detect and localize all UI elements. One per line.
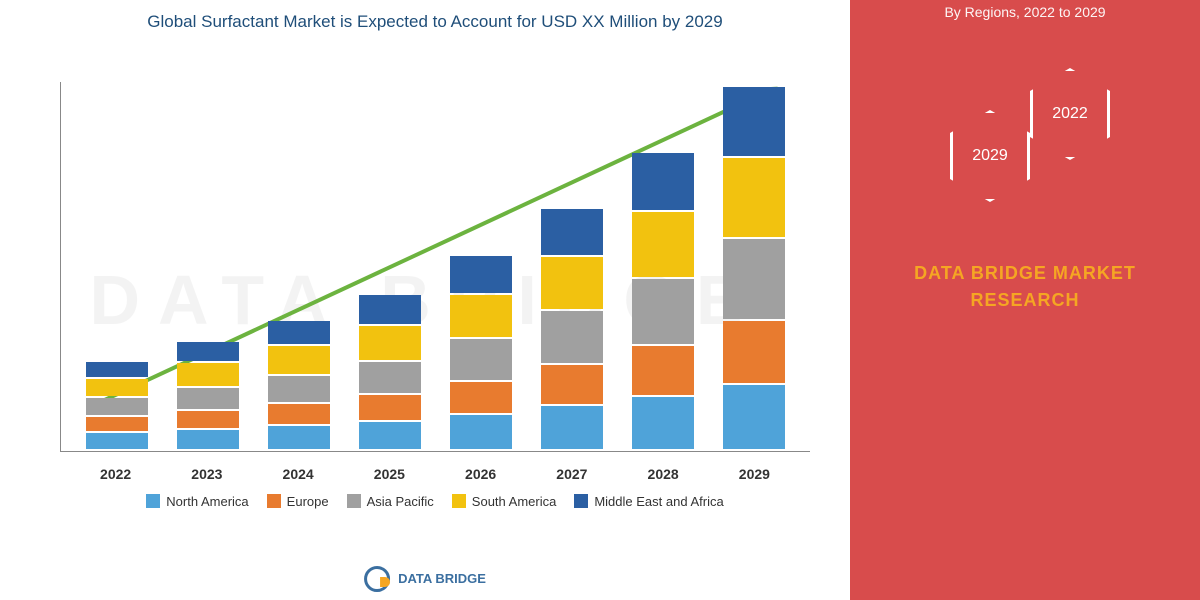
seg-asia-pacific <box>177 388 239 409</box>
xlabel-2028: 2028 <box>627 466 699 482</box>
xlabel-2024: 2024 <box>262 466 334 482</box>
legend-label: North America <box>166 494 248 509</box>
legend-europe: Europe <box>267 494 329 509</box>
seg-asia-pacific <box>359 362 421 393</box>
seg-asia-pacific <box>86 398 148 415</box>
seg-asia-pacific <box>632 279 694 344</box>
bar-2025 <box>354 295 426 451</box>
seg-europe <box>450 382 512 413</box>
bar-2029 <box>718 87 790 451</box>
hex-2022: 2022 <box>1030 68 1110 160</box>
seg-north-america <box>86 433 148 449</box>
seg-middle-east-and-africa <box>450 256 512 293</box>
bar-2027 <box>536 209 608 451</box>
seg-middle-east-and-africa <box>359 295 421 324</box>
seg-europe <box>359 395 421 420</box>
seg-middle-east-and-africa <box>723 87 785 157</box>
logo-text: DATA BRIDGE <box>398 571 486 586</box>
seg-south-america <box>177 363 239 385</box>
seg-north-america <box>632 397 694 449</box>
legend-swatch <box>146 494 160 508</box>
legend-swatch <box>267 494 281 508</box>
chart-area: 2022 2023 2024 2025 2026 2027 2028 2029 <box>60 62 810 482</box>
seg-north-america <box>450 415 512 449</box>
seg-asia-pacific <box>450 339 512 379</box>
xlabel-2029: 2029 <box>718 466 790 482</box>
legend-label: Europe <box>287 494 329 509</box>
logo-icon <box>364 566 390 592</box>
bar-2026 <box>445 256 517 451</box>
xlabel-2026: 2026 <box>445 466 517 482</box>
bar-2023 <box>172 342 244 451</box>
legend-swatch <box>574 494 588 508</box>
legend-swatch <box>452 494 466 508</box>
legend-north-america: North America <box>146 494 248 509</box>
hexagon-group: 2029 2022 <box>850 60 1200 240</box>
seg-north-america <box>177 430 239 449</box>
seg-south-america <box>723 158 785 236</box>
seg-south-america <box>268 346 330 374</box>
seg-south-america <box>450 295 512 338</box>
xlabel-2025: 2025 <box>353 466 425 482</box>
seg-south-america <box>359 326 421 360</box>
seg-north-america <box>541 406 603 449</box>
bar-2024 <box>263 321 335 451</box>
seg-europe <box>541 365 603 404</box>
seg-north-america <box>359 422 421 449</box>
seg-europe <box>177 411 239 428</box>
legend-label: Middle East and Africa <box>594 494 723 509</box>
seg-europe <box>723 321 785 383</box>
seg-south-america <box>632 212 694 277</box>
seg-middle-east-and-africa <box>632 153 694 210</box>
seg-europe <box>632 346 694 395</box>
xlabel-2022: 2022 <box>80 466 152 482</box>
seg-europe <box>268 404 330 424</box>
legend-container: North America Europe Asia Pacific South Ame… <box>40 482 830 509</box>
x-axis-labels: 2022 2023 2024 2025 2026 2027 2028 2029 <box>60 466 810 482</box>
hex-2029: 2029 <box>950 110 1030 202</box>
seg-south-america <box>541 257 603 310</box>
chart-panel: Global Surfactant Market is Expected to … <box>0 0 850 600</box>
right-subtitle: By Regions, 2022 to 2029 <box>850 0 1200 20</box>
seg-north-america <box>723 385 785 449</box>
legend-label: South America <box>472 494 557 509</box>
seg-asia-pacific <box>541 311 603 363</box>
seg-europe <box>86 417 148 432</box>
xlabel-2023: 2023 <box>171 466 243 482</box>
seg-middle-east-and-africa <box>541 209 603 255</box>
brand-label: DATA BRIDGE MARKET RESEARCH <box>850 260 1200 314</box>
seg-south-america <box>86 379 148 396</box>
right-panel: By Regions, 2022 to 2029 2029 2022 DATA … <box>850 0 1200 600</box>
bars-container <box>60 82 810 452</box>
legend-label: Asia Pacific <box>367 494 434 509</box>
seg-middle-east-and-africa <box>177 342 239 361</box>
legend-middle-east-and-africa: Middle East and Africa <box>574 494 723 509</box>
seg-middle-east-and-africa <box>86 362 148 377</box>
bar-2028 <box>627 153 699 451</box>
legend-south-america: South America <box>452 494 557 509</box>
seg-middle-east-and-africa <box>268 321 330 345</box>
legend-swatch <box>347 494 361 508</box>
bar-2022 <box>81 362 153 450</box>
seg-north-america <box>268 426 330 448</box>
legend-asia-pacific: Asia Pacific <box>347 494 434 509</box>
footer-logo: DATA BRIDGE <box>364 566 486 592</box>
xlabel-2027: 2027 <box>536 466 608 482</box>
chart-title: Global Surfactant Market is Expected to … <box>40 10 830 42</box>
seg-asia-pacific <box>723 239 785 320</box>
seg-asia-pacific <box>268 376 330 402</box>
